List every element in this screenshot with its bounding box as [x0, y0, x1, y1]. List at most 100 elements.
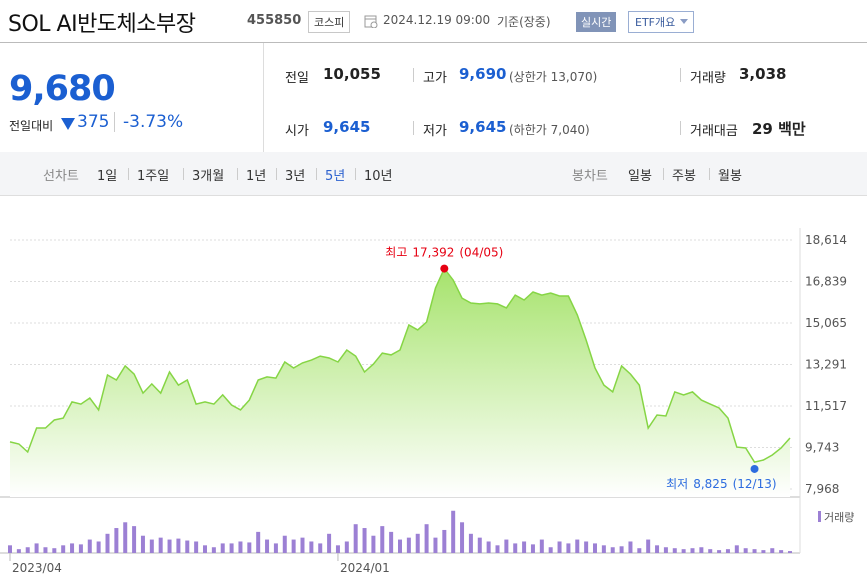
volume-bar — [593, 543, 597, 553]
volume-bar — [353, 524, 358, 553]
separator — [355, 168, 356, 180]
stat-label: 고가 — [423, 71, 447, 86]
volume-bar — [371, 535, 376, 553]
y-tick-label: 11,517 — [805, 399, 847, 413]
volume-bar — [708, 549, 713, 553]
datetime: 2024.12.19 09:00 — [383, 13, 491, 27]
extreme-name: 최고 — [385, 246, 407, 260]
legend-swatch — [818, 511, 821, 522]
volume-bar — [779, 550, 784, 553]
volume-bar — [273, 543, 278, 553]
period-tab[interactable]: 3개월 — [192, 169, 225, 184]
period-tab[interactable]: 3년 — [285, 169, 306, 184]
separator — [680, 68, 681, 82]
volume-bar — [610, 547, 615, 553]
volume-bar — [176, 538, 181, 553]
volume-bar — [291, 539, 296, 553]
volume-bar — [229, 543, 234, 553]
candle-tab[interactable]: 월봉 — [718, 169, 742, 184]
volume-bar — [761, 550, 766, 553]
volume-bar — [442, 529, 447, 553]
separator — [237, 168, 238, 180]
volume-bar — [513, 543, 518, 553]
volume-bar — [247, 542, 252, 553]
volume-bar — [16, 549, 21, 553]
y-tick-label: 15,065 — [805, 316, 847, 330]
period-tab[interactable]: 1일 — [97, 169, 118, 184]
change-label: 전일대비 — [9, 119, 54, 133]
line-chart-label: 선차트 — [43, 169, 79, 184]
volume-bar — [770, 548, 775, 553]
volume-bar — [389, 531, 394, 553]
volume-bar — [220, 543, 225, 553]
stat-note: (하한가 7,040) — [509, 123, 590, 137]
volume-bar — [619, 546, 624, 553]
stat-label: 거래량 — [690, 71, 726, 86]
volume-bar — [203, 545, 207, 553]
candle-chart-label: 봉차트 — [572, 169, 608, 184]
volume-bar — [309, 541, 314, 553]
period-tab[interactable]: 1년 — [246, 169, 267, 184]
volume-bar — [539, 539, 544, 553]
period-tab[interactable]: 10년 — [364, 169, 393, 184]
volume-bar — [398, 539, 402, 553]
volume-bar — [424, 524, 429, 553]
volume-bar — [265, 539, 270, 553]
volume-bar — [380, 526, 385, 553]
x-tick-label: 2024/01 — [340, 561, 390, 575]
volume-bar — [318, 543, 323, 553]
volume-bar — [752, 549, 757, 553]
y-tick-label: 16,839 — [805, 275, 847, 289]
separator — [183, 168, 184, 180]
stat-value: 29 백만 — [752, 120, 806, 138]
stat-value: 3,038 — [739, 65, 787, 83]
volume-bar — [646, 539, 651, 553]
volume-bar — [637, 548, 642, 553]
volume-bar — [663, 547, 668, 553]
separator — [128, 168, 129, 180]
volume-bar — [486, 541, 491, 553]
price-line — [9, 267, 791, 463]
volume-bar — [70, 543, 75, 553]
y-tick-label: 9,743 — [805, 440, 839, 454]
market-badge: 코스피 — [308, 11, 351, 33]
volume-bar — [238, 541, 243, 553]
volume-bar — [158, 537, 163, 553]
extreme-value: 8,825 — [693, 477, 727, 491]
y-tick-label: 7,968 — [805, 482, 839, 496]
change-value: 375 — [77, 112, 110, 132]
volume-bar — [25, 547, 30, 553]
volume-bar — [327, 533, 332, 553]
volume-bar — [211, 547, 216, 553]
calendar-icon — [364, 15, 378, 28]
volume-bar — [584, 541, 589, 553]
etf-title: SOL AI반도체소부장 — [8, 12, 196, 37]
volume-bar — [256, 531, 261, 553]
realtime-button[interactable]: 실시간 — [576, 12, 617, 32]
volume-bar — [167, 539, 172, 553]
volume-bar — [557, 541, 562, 553]
separator — [316, 168, 317, 180]
volume-bar — [335, 545, 340, 553]
extreme-date: (12/13) — [733, 477, 777, 491]
legend-label: 거래량 — [824, 511, 854, 524]
etf-info-button[interactable]: ETF개요 — [628, 11, 695, 33]
period-tab[interactable]: 5년 — [325, 169, 346, 184]
volume-bar — [725, 549, 730, 553]
period-tab[interactable]: 1주일 — [137, 169, 170, 184]
stat-value: 10,055 — [323, 65, 381, 83]
candle-tab[interactable]: 주봉 — [672, 169, 696, 184]
separator — [276, 168, 277, 180]
etf-code: 455850 — [247, 13, 302, 28]
volume-bar — [548, 547, 553, 553]
volume-bar — [140, 535, 145, 553]
y-tick-label: 13,291 — [805, 358, 847, 372]
volume-bar — [132, 526, 137, 553]
volume-bar — [78, 544, 83, 553]
volume-bar — [734, 545, 739, 553]
extreme-label: 최저 8,825 (12/13) — [666, 477, 776, 491]
candle-tab[interactable]: 일봉 — [628, 169, 652, 184]
volume-bar — [96, 541, 101, 553]
